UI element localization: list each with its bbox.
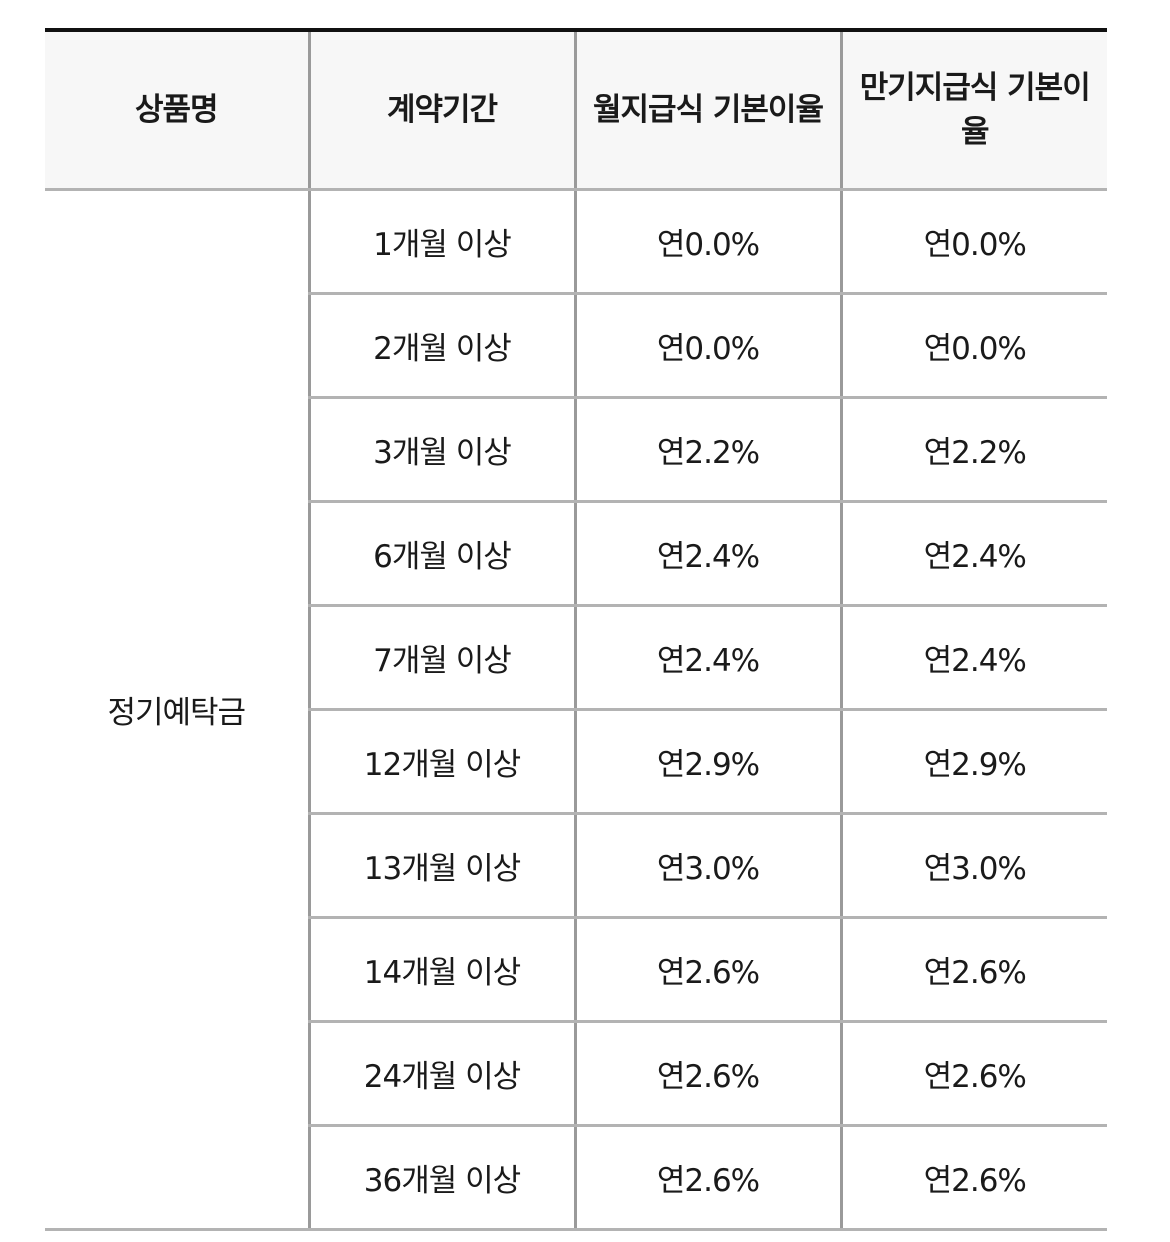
contract-period-cell: 6개월 이상	[307, 501, 575, 607]
table-row: 13개월 이상 연3.0% 연3.0%	[45, 813, 1107, 919]
maturity-rate-cell: 연3.0%	[839, 813, 1107, 919]
table-header: 상품명 계약기간 월지급식 기본이율 만기지급식 기본이율	[45, 30, 1107, 191]
contract-period-cell: 1개월 이상	[307, 189, 575, 295]
maturity-rate-cell: 연2.2%	[839, 397, 1107, 503]
maturity-rate-cell: 연2.9%	[839, 709, 1107, 815]
contract-period-cell: 12개월 이상	[307, 709, 575, 815]
contract-period-cell: 13개월 이상	[307, 813, 575, 919]
header-maturity-rate-label: 만기지급식 기본이율	[859, 70, 1091, 150]
contract-period-cell: 2개월 이상	[307, 293, 575, 399]
table-row: 14개월 이상 연2.6% 연2.6%	[45, 917, 1107, 1023]
header-contract-period-label: 계약기간	[386, 92, 498, 128]
header-monthly-rate-label: 월지급식 기본이율	[593, 92, 824, 128]
monthly-rate-cell: 연2.4%	[573, 605, 841, 711]
header-maturity-rate: 만기지급식 기본이율	[839, 30, 1107, 191]
monthly-rate-cell: 연2.2%	[573, 397, 841, 503]
product-name-cell: 정기예탁금	[45, 189, 309, 1231]
maturity-rate-cell: 연2.4%	[839, 605, 1107, 711]
interest-rate-table: 상품명 계약기간 월지급식 기본이율 만기지급식 기본이율 정기예탁금 1개월 이…	[45, 28, 1107, 1231]
maturity-rate-cell: 연0.0%	[839, 293, 1107, 399]
maturity-rate-cell: 연2.6%	[839, 917, 1107, 1023]
header-contract-period: 계약기간	[307, 30, 575, 191]
header-product-name-label: 상품명	[134, 92, 219, 128]
monthly-rate-cell: 연3.0%	[573, 813, 841, 919]
monthly-rate-cell: 연0.0%	[573, 189, 841, 295]
contract-period-cell: 7개월 이상	[307, 605, 575, 711]
contract-period-cell: 3개월 이상	[307, 397, 575, 503]
monthly-rate-cell: 연2.4%	[573, 501, 841, 607]
table-row: 6개월 이상 연2.4% 연2.4%	[45, 501, 1107, 607]
monthly-rate-cell: 연0.0%	[573, 293, 841, 399]
table-row: 24개월 이상 연2.6% 연2.6%	[45, 1021, 1107, 1127]
header-monthly-rate: 월지급식 기본이율	[573, 30, 841, 191]
header-row: 상품명 계약기간 월지급식 기본이율 만기지급식 기본이율	[45, 30, 1107, 191]
table-row: 36개월 이상 연2.6% 연2.6%	[45, 1125, 1107, 1231]
table-row: 2개월 이상 연0.0% 연0.0%	[45, 293, 1107, 399]
table-row: 7개월 이상 연2.4% 연2.4%	[45, 605, 1107, 711]
monthly-rate-cell: 연2.9%	[573, 709, 841, 815]
monthly-rate-cell: 연2.6%	[573, 1125, 841, 1231]
contract-period-cell: 36개월 이상	[307, 1125, 575, 1231]
contract-period-cell: 24개월 이상	[307, 1021, 575, 1127]
table-row: 3개월 이상 연2.2% 연2.2%	[45, 397, 1107, 503]
table-row: 12개월 이상 연2.9% 연2.9%	[45, 709, 1107, 815]
maturity-rate-cell: 연2.6%	[839, 1021, 1107, 1127]
table-row: 정기예탁금 1개월 이상 연0.0% 연0.0%	[45, 189, 1107, 1231]
maturity-rate-cell: 연0.0%	[839, 189, 1107, 295]
maturity-rate-cell: 연2.6%	[839, 1125, 1107, 1231]
maturity-rate-cell: 연2.4%	[839, 501, 1107, 607]
header-product-name: 상품명	[45, 30, 309, 191]
monthly-rate-cell: 연2.6%	[573, 917, 841, 1023]
monthly-rate-cell: 연2.6%	[573, 1021, 841, 1127]
contract-period-cell: 14개월 이상	[307, 917, 575, 1023]
table-body: 정기예탁금 1개월 이상 연0.0% 연0.0% 2개월 이상 연0.0% 연0.0% 3개월…	[45, 189, 1107, 1231]
